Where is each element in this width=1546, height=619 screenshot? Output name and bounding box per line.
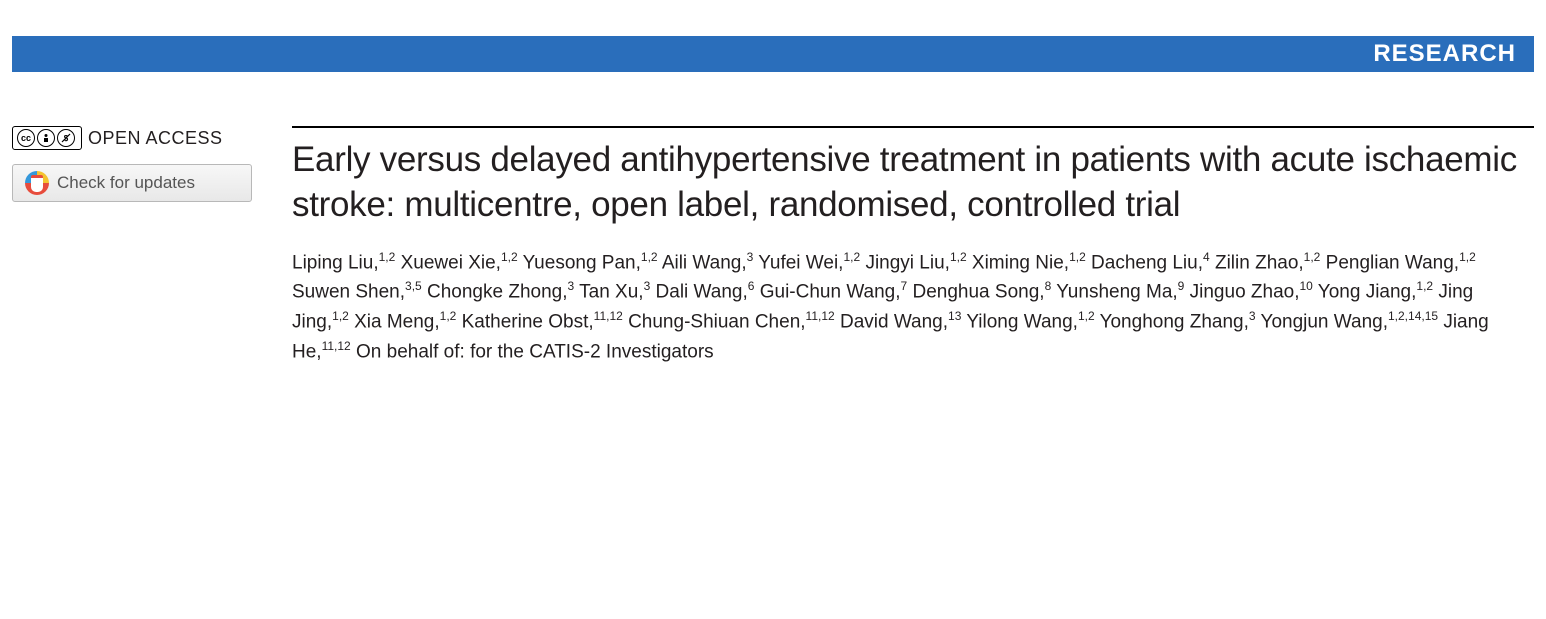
author-affil: 3 <box>747 250 754 264</box>
author: Zilin Zhao, <box>1215 252 1304 273</box>
author-affil: 1,2 <box>1069 250 1086 264</box>
crossmark-icon <box>25 171 49 195</box>
author-affil: 3,5 <box>405 279 422 293</box>
author: Suwen Shen, <box>292 282 405 303</box>
author-affil: 7 <box>901 279 908 293</box>
author: Dali Wang, <box>656 282 748 303</box>
author: Dacheng Liu, <box>1091 252 1203 273</box>
research-header-bar: RESEARCH <box>12 36 1534 72</box>
research-label: RESEARCH <box>1373 40 1516 68</box>
author-affil: 1,2 <box>1078 309 1095 323</box>
left-sidebar: cc $ OPEN ACCESS Check for updates <box>12 126 292 367</box>
author-affil: 4 <box>1203 250 1210 264</box>
author: Katherine Obst, <box>462 312 594 333</box>
author-affil: 1,2 <box>1459 250 1476 264</box>
author-affil: 1,2 <box>950 250 967 264</box>
author: Yongjun Wang, <box>1261 312 1388 333</box>
author: Xia Meng, <box>354 312 440 333</box>
nc-icon: $ <box>57 129 75 147</box>
author: Yong Jiang, <box>1318 282 1417 303</box>
author: Denghua Song, <box>913 282 1045 303</box>
check-updates-label: Check for updates <box>57 173 195 193</box>
author: Ximing Nie, <box>972 252 1069 273</box>
cc-icon: cc <box>17 129 35 147</box>
author-affil: 1,2 <box>1304 250 1321 264</box>
author: Jinguo Zhao, <box>1190 282 1300 303</box>
cc-badge-icon: cc $ <box>12 126 82 150</box>
author: Xuewei Xie, <box>401 252 501 273</box>
article-main: Early versus delayed antihypertensive tr… <box>292 126 1534 367</box>
behalf-text: On behalf of: for the CATIS-2 Investigat… <box>356 341 714 362</box>
author: Chongke Zhong, <box>427 282 568 303</box>
author: Aili Wang, <box>662 252 747 273</box>
article-title: Early versus delayed antihypertensive tr… <box>292 138 1534 228</box>
author: Chung-Shiuan Chen, <box>628 312 805 333</box>
author-affil: 1,2 <box>641 250 658 264</box>
author-affil: 1,2 <box>440 309 457 323</box>
author: Yufei Wei, <box>758 252 843 273</box>
author-affil: 3 <box>644 279 651 293</box>
author-affil: 3 <box>568 279 575 293</box>
content-wrapper: cc $ OPEN ACCESS Check for updates Early… <box>0 126 1546 367</box>
author-affil: 11,12 <box>594 309 623 323</box>
open-access-row: cc $ OPEN ACCESS <box>12 126 272 150</box>
author-affil: 1,2 <box>379 250 396 264</box>
author: Yunsheng Ma, <box>1056 282 1177 303</box>
author: Tan Xu, <box>579 282 643 303</box>
author: Yonghong Zhang, <box>1100 312 1249 333</box>
author: Yuesong Pan, <box>523 252 641 273</box>
author-affil: 1,2 <box>843 250 860 264</box>
author: Penglian Wang, <box>1326 252 1459 273</box>
open-access-label: OPEN ACCESS <box>88 128 223 149</box>
author-affil: 10 <box>1300 279 1313 293</box>
by-icon <box>37 129 55 147</box>
author-affil: 8 <box>1045 279 1052 293</box>
author: Jingyi Liu, <box>865 252 950 273</box>
author-affil: 13 <box>948 309 961 323</box>
author: Liping Liu, <box>292 252 379 273</box>
author-affil: 1,2 <box>501 250 518 264</box>
author-affil: 9 <box>1178 279 1185 293</box>
author-affil: 1,2 <box>1416 279 1433 293</box>
author-affil: 6 <box>748 279 755 293</box>
author: Yilong Wang, <box>966 312 1078 333</box>
author-affil: 1,2,14,15 <box>1388 309 1438 323</box>
author-affil: 11,12 <box>322 339 351 353</box>
author-list: Liping Liu,1,2 Xuewei Xie,1,2 Yuesong Pa… <box>292 248 1534 367</box>
author-affil: 3 <box>1249 309 1256 323</box>
check-for-updates-button[interactable]: Check for updates <box>12 164 252 202</box>
author-affil: 1,2 <box>332 309 349 323</box>
author-affil: 11,12 <box>806 309 835 323</box>
author: Gui-Chun Wang, <box>760 282 901 303</box>
author: David Wang, <box>840 312 948 333</box>
